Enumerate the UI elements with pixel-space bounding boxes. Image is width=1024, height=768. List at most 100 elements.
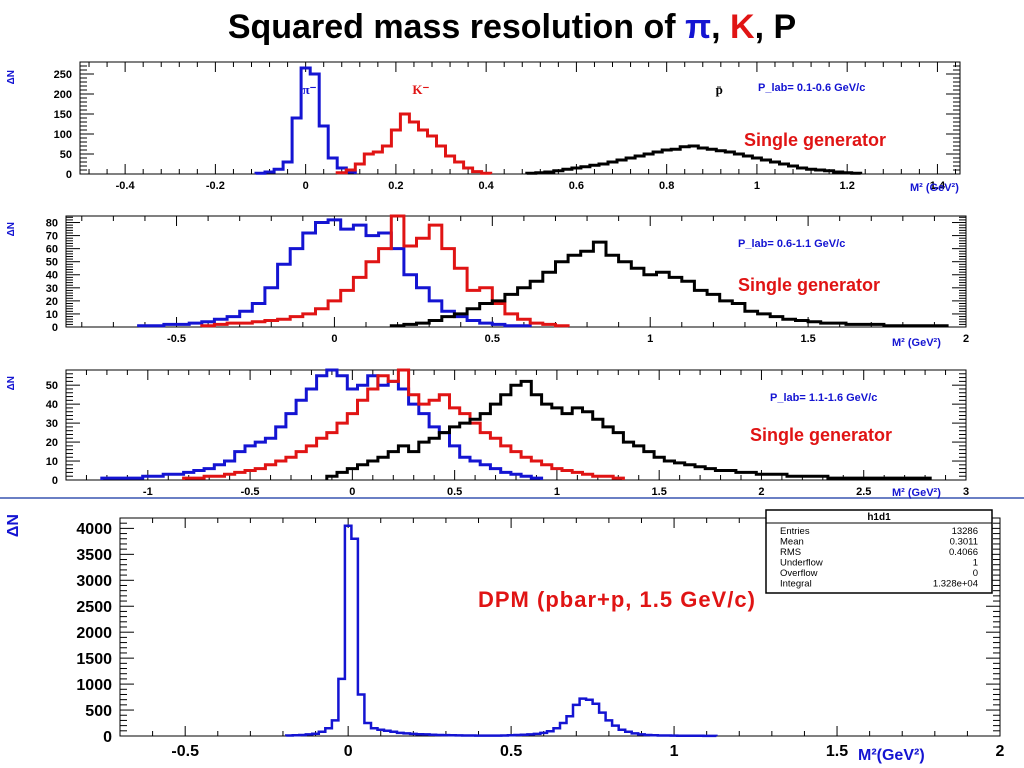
x-tick-label: 0.8 [659, 180, 674, 192]
stats-row-label: RMS [780, 547, 801, 558]
y-tick-label: 0 [52, 322, 58, 334]
x-tick-label: -0.4 [116, 180, 136, 192]
series-label-proton: p̄ [716, 82, 723, 97]
x-tick-label: 0.5 [500, 743, 522, 760]
y-tick-label: 250 [54, 69, 72, 81]
plot-frame [79, 61, 961, 175]
plot-frame [65, 215, 967, 328]
x-tick-label: 0.6 [569, 180, 584, 192]
annotation-1: DPM (pbar+p, 1.5 GeV/c) [478, 587, 756, 612]
x-tick-label: 0.5 [485, 333, 500, 345]
y-tick-label: 500 [85, 703, 112, 720]
stats-row-label: Entries [780, 526, 810, 537]
y-tick-label: 2500 [76, 599, 112, 616]
y-tick-label: 50 [46, 257, 58, 269]
x-tick-label: -1 [143, 486, 153, 498]
y-tick-label: 50 [60, 149, 72, 161]
y-tick-label: 0 [52, 475, 58, 487]
y-tick-label: 20 [46, 437, 58, 449]
y-tick-label: 70 [46, 231, 58, 243]
histogram-series-pion [284, 524, 718, 738]
x-tick-label: -0.5 [241, 486, 260, 498]
stats-row-value: 13286 [952, 526, 978, 537]
y-tick-label: 100 [54, 129, 72, 141]
panel-separator [0, 497, 1024, 499]
title-k: K [730, 8, 755, 46]
histogram-series-kaon [182, 368, 625, 480]
y-tick-label: 200 [54, 89, 72, 101]
x-tick-label: 2 [758, 486, 764, 498]
x-tick-label: 1 [647, 333, 653, 345]
x-tick-label: 1 [554, 486, 560, 498]
x-tick-label: 3 [963, 486, 969, 498]
stats-row-label: Integral [780, 579, 812, 590]
y-tick-label: 80 [46, 217, 58, 229]
x-axis-label: M² (GeV²) [910, 182, 959, 194]
y-tick-label: 3500 [76, 547, 112, 564]
stats-row-value: 1.328e+04 [933, 579, 978, 590]
y-tick-label: 1000 [76, 677, 112, 694]
y-tick-label: 20 [46, 296, 58, 308]
annotation-2: Single generator [738, 275, 880, 295]
histogram-series-pion [254, 66, 357, 175]
y-axis-label: ΔN [6, 70, 17, 84]
x-tick-label: -0.5 [167, 333, 186, 345]
x-axis-label: M² (GeV²) [892, 337, 941, 349]
histogram-series-proton [325, 379, 932, 480]
histogram-series-pion [137, 218, 532, 328]
annotation-1: P_lab= 0.1-0.6 GeV/c [758, 82, 865, 94]
stats-row-value: 0 [973, 568, 978, 579]
x-axis-label: M²(GeV²) [858, 747, 925, 764]
y-tick-label: 10 [46, 309, 58, 321]
annotation-1: P_lab= 0.6-1.1 GeV/c [738, 238, 845, 250]
x-tick-label: 1 [754, 180, 760, 192]
title-sep-1: , [711, 8, 730, 46]
title-p: P [773, 8, 797, 46]
x-tick-label: 1 [670, 743, 679, 760]
x-tick-label: 0 [349, 486, 355, 498]
y-axis-label: ΔN [5, 514, 22, 537]
stats-row-value: 0.3011 [950, 537, 978, 548]
x-tick-label: -0.2 [206, 180, 225, 192]
stats-row-label: Overflow [780, 568, 818, 579]
x-tick-label: 1.4 [930, 180, 946, 192]
y-tick-label: 40 [46, 270, 58, 282]
x-tick-label: 0.5 [447, 486, 462, 498]
histogram-panel-4: 0 500 1000 1500 2000 2500 3000 3500 4000 -0.5 0 0.5… [5, 509, 1005, 764]
annotation-1: P_lab= 1.1-1.6 GeV/c [770, 392, 877, 404]
x-tick-label: 1.5 [826, 743, 848, 760]
y-tick-label: 60 [46, 244, 58, 256]
x-tick-label: 0 [303, 180, 309, 192]
series-label-kaon: K⁻ [412, 82, 429, 97]
x-tick-label: 1.5 [652, 486, 667, 498]
stats-row-label: Mean [780, 537, 804, 548]
stats-box [765, 509, 993, 594]
y-tick-label: 150 [54, 109, 72, 121]
histogram-series-kaon [200, 214, 570, 328]
x-tick-label: 2.5 [856, 486, 871, 498]
x-tick-label: 0 [344, 743, 353, 760]
y-tick-label: 40 [46, 399, 58, 411]
y-tick-label: 3000 [76, 573, 112, 590]
y-tick-label: 0 [103, 729, 112, 746]
histogram-series-proton [525, 144, 863, 175]
x-axis-label: M² (GeV²) [892, 487, 941, 499]
y-tick-label: 30 [46, 418, 58, 430]
x-tick-label: 0.4 [479, 180, 495, 192]
histogram-series-pion [100, 368, 544, 480]
stats-row-value: 0.4066 [949, 547, 978, 558]
x-tick-label: 2 [996, 743, 1005, 760]
y-tick-label: 30 [46, 283, 58, 295]
x-tick-label: -0.5 [171, 743, 199, 760]
x-tick-label: 0 [331, 333, 337, 345]
y-tick-label: 2000 [76, 625, 112, 642]
stats-box-title: h1d1 [867, 512, 891, 523]
histogram-series-proton [389, 240, 949, 328]
y-tick-label: 4000 [76, 521, 112, 538]
title-pi: π [685, 8, 712, 46]
y-tick-label: 1500 [76, 651, 112, 668]
x-tick-label: 2 [963, 333, 969, 345]
x-tick-label: 0.2 [388, 180, 403, 192]
title-sep-2: , [754, 8, 774, 46]
